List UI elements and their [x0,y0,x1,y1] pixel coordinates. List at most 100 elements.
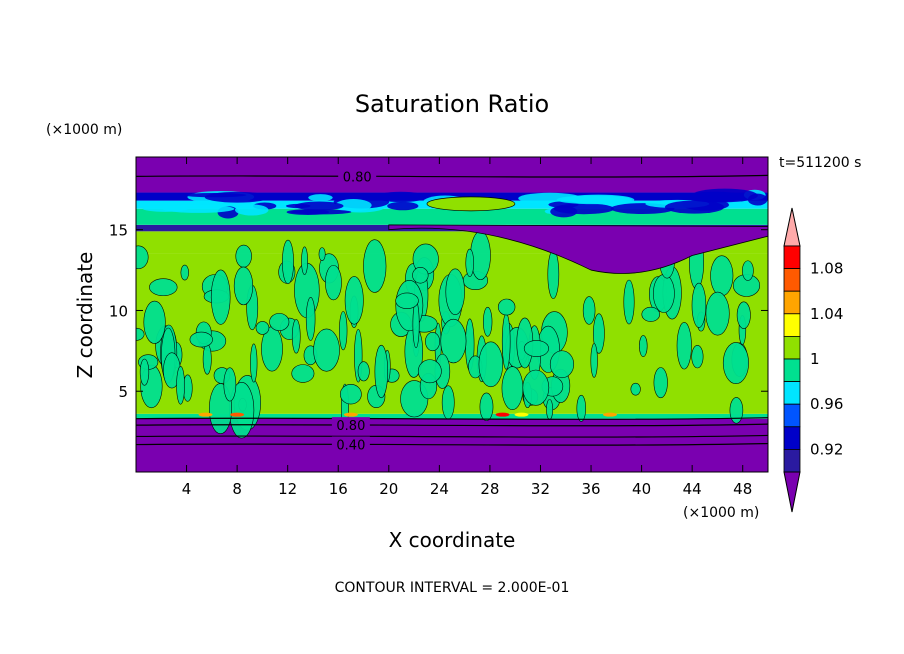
field-patch [182,192,247,198]
x-tick-label: 16 [329,480,348,498]
field-patch [374,344,389,399]
field-patch [710,255,734,297]
field-patch [522,369,550,406]
field-patch [308,194,333,202]
field-patch [339,311,348,351]
contour-line [136,434,768,438]
colorbar-box [783,358,801,383]
field-patch [470,230,491,281]
field-patch [285,203,311,209]
plot-area: 0.80 0.80 0.40 [136,157,768,472]
contour-interval-footer: CONTOUR INTERVAL = 2.000E-01 [335,580,570,596]
field-patch [523,340,549,357]
field-patch [546,399,554,420]
field-patch [483,306,493,337]
colorbar-box [783,313,801,337]
contour-line [136,442,768,446]
field-patch [495,412,510,417]
field-patch [465,248,475,277]
field-patch [501,313,511,370]
field-patch [325,264,342,301]
field-patch [445,268,465,316]
contour-label: 0.80 [336,419,365,434]
field-patch [305,296,316,341]
field-patch [375,191,427,203]
x-unit-label: (×1000 m) [683,505,759,521]
colorbar-max-triangle [783,207,801,247]
field-patch [556,195,632,205]
field-patch [722,342,749,384]
colorbar: 0.92 0.96 1 1.04 1.08 [783,207,843,513]
colorbar-tick-label: 0.96 [810,395,843,413]
field-patch [576,394,586,422]
field-patch [202,343,212,375]
x-axis-label: X coordinate [389,528,516,552]
field-patch [630,382,641,396]
colorbar-tick-label: 1.08 [810,260,843,278]
contour-line [136,423,768,427]
field-patch [234,204,269,216]
field-patch [143,300,166,344]
x-tick-label: 20 [379,480,398,498]
colorbar-tick-label: 1.04 [810,305,843,323]
field-patch [705,291,730,336]
field-patch [736,301,751,329]
field-patch [479,392,494,422]
field-layer [136,157,768,193]
y-axis-label: Z coordinate [73,252,97,379]
x-tick-label: 8 [232,480,242,498]
colorbar-box [783,245,801,270]
field-patch [335,198,372,212]
field-patch [230,412,245,417]
field-patch [250,343,258,383]
field-patch [549,350,575,379]
field-patch [691,282,707,328]
x-tick-label: 4 [182,480,192,498]
field-patch [412,300,420,349]
field-patch [497,298,516,316]
field-patch [301,246,308,275]
field-patch [639,335,648,357]
field-patch [440,318,467,364]
field-patch [142,205,189,212]
dry-intrusion [388,224,768,274]
field-patch [425,331,441,352]
field-patch [582,296,596,325]
colorbar-box [783,426,801,450]
field-patch [282,239,294,285]
x-tick-label: 12 [278,480,297,498]
x-tick-label: 28 [480,480,499,498]
contour-line [136,174,768,178]
x-tick-label: 32 [531,480,550,498]
field-patch [255,321,270,335]
field-patch [363,239,387,293]
field-patch [676,322,692,370]
field-patch [501,366,524,411]
field-patch [547,249,560,299]
field-patch [623,279,635,325]
field-patch [664,200,725,214]
colorbar-box [783,403,801,428]
field-patch [395,292,419,309]
colorbar-tick-label: 1 [810,350,820,368]
field-patch [235,244,252,268]
colorbar-box [783,381,801,405]
y-tick-label: 10 [109,302,128,320]
field-patch [417,359,442,384]
colorbar-box [783,448,801,473]
chart-title: Saturation Ratio [355,90,549,118]
field-patch [590,343,598,378]
contour-label-bg [331,417,370,434]
field-patch [653,274,675,313]
field-patch [189,331,213,348]
y-unit-label: (×1000 m) [46,122,122,138]
colorbar-tick-label: 0.92 [810,440,843,458]
colorbar-box [783,268,801,292]
field-patch [514,412,529,417]
field-patch [223,367,237,402]
contour-label: 0.80 [343,170,372,185]
field-patch [210,269,231,325]
field-patch [426,196,516,212]
field-patch [742,260,754,281]
